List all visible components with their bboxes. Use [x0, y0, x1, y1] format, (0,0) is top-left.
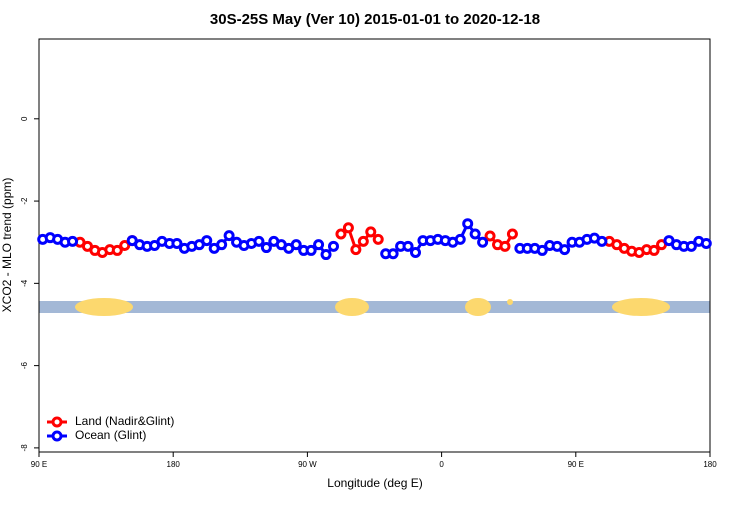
legend-label: Ocean (Glint)	[75, 428, 146, 442]
x-tick-label: 180	[703, 460, 717, 469]
data-point	[387, 248, 399, 260]
data-point	[499, 240, 511, 252]
data-point	[119, 240, 131, 251]
data-point	[313, 239, 325, 251]
x-tick-label: 90 W	[298, 460, 317, 469]
data-point	[402, 240, 414, 252]
legend-label: Land (Nadir&Glint)	[75, 414, 174, 428]
data-point	[484, 230, 496, 242]
data-point	[342, 222, 354, 234]
y-tick-label: 0	[20, 116, 29, 121]
data-point	[559, 244, 571, 256]
data-point	[596, 235, 608, 247]
data-point	[700, 237, 712, 249]
data-point	[648, 244, 660, 256]
land-strip	[75, 298, 670, 316]
x-tick-label: 90 E	[31, 460, 47, 469]
data-point	[506, 228, 518, 240]
data-point	[171, 237, 183, 249]
data-point	[462, 218, 474, 230]
data-point	[350, 244, 362, 256]
y-tick-label: -8	[20, 444, 29, 452]
data-point	[357, 235, 369, 247]
x-axis-label: Longitude (deg E)	[327, 476, 422, 490]
data-point	[260, 242, 272, 254]
data-point	[536, 244, 548, 256]
data-point	[365, 226, 377, 238]
data-point	[477, 236, 489, 248]
data-point	[67, 235, 79, 247]
data-point	[327, 240, 339, 252]
ocean-strip	[39, 301, 710, 313]
y-tick-label: -6	[20, 362, 29, 370]
legend-marker	[51, 416, 63, 428]
data-point	[685, 240, 697, 252]
data-point	[469, 228, 481, 240]
chart-title: 30S-25S May (Ver 10) 2015-01-01 to 2020-…	[210, 11, 540, 28]
data-point	[201, 235, 213, 247]
data-point	[223, 230, 235, 242]
data-point	[335, 228, 347, 240]
data-point	[320, 249, 332, 261]
data-point	[253, 235, 265, 247]
data-point	[410, 246, 422, 258]
data-point	[372, 233, 384, 245]
y-axis-label: XCO2 - MLO trend (ppm)	[0, 178, 14, 313]
y-tick-label: -4	[20, 279, 29, 287]
data-point	[111, 244, 123, 256]
x-tick-label: 180	[167, 460, 181, 469]
data-point	[454, 233, 466, 245]
data-point	[216, 239, 228, 251]
x-tick-label: 0	[439, 460, 444, 469]
data-point	[305, 244, 317, 256]
legend-marker	[51, 430, 63, 442]
x-tick-label: 90 E	[568, 460, 584, 469]
data-point	[290, 239, 302, 251]
y-tick-label: -2	[20, 197, 29, 205]
